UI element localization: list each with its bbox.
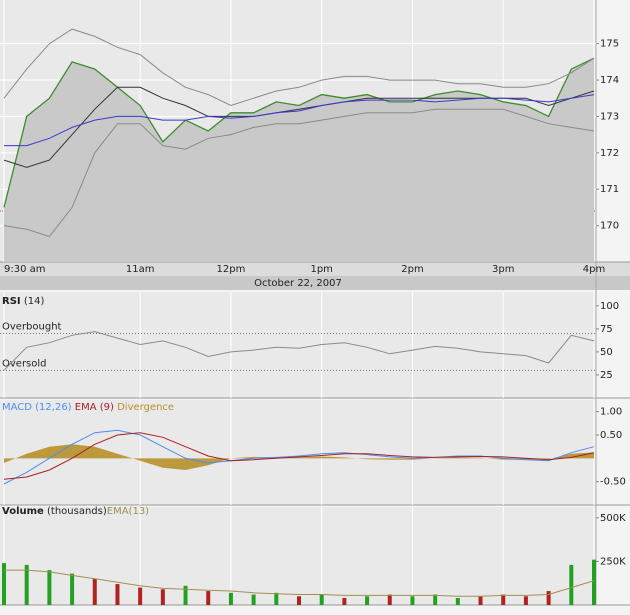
volume-bar xyxy=(228,592,233,605)
y-tick-label: 172 xyxy=(600,148,619,159)
volume-title-main: Volume xyxy=(2,506,44,517)
volume-bar xyxy=(478,596,483,605)
volume-bar xyxy=(433,594,438,605)
x-tick-label: 2pm xyxy=(401,264,423,275)
y-tick-label: 50 xyxy=(600,347,613,358)
volume-bar xyxy=(115,584,120,605)
area-fill xyxy=(4,444,594,470)
volume-bar xyxy=(387,594,392,605)
volume-bar xyxy=(274,592,279,605)
price-line xyxy=(3,57,595,208)
y-tick-label: 1.00 xyxy=(600,407,622,418)
series-line xyxy=(3,331,595,371)
volume-bar xyxy=(183,585,188,605)
rsi-title-main: RSI xyxy=(2,296,21,307)
plot-area xyxy=(0,292,596,398)
date-strip xyxy=(0,276,630,290)
band-line xyxy=(3,108,595,238)
volume-bar xyxy=(24,564,29,605)
volume-bar xyxy=(410,596,415,605)
time-axis-strip xyxy=(0,262,630,276)
x-tick-label: 9:30 am xyxy=(4,264,46,275)
volume-bar xyxy=(297,596,301,605)
volume-bar xyxy=(138,587,143,605)
x-tick-label: 4pm xyxy=(583,264,605,275)
volume-bar xyxy=(546,591,551,605)
level-label: Overbought xyxy=(2,321,62,332)
volume-bar xyxy=(2,563,6,605)
y-tick-label: 75 xyxy=(600,324,613,335)
y-tick-label: 500K xyxy=(600,513,626,524)
rsi-title: RSI (14) xyxy=(2,296,44,307)
volume-bar xyxy=(251,594,256,605)
series-line xyxy=(3,429,595,485)
y-tick-label: 250K xyxy=(600,556,626,567)
rsi-title-note: (14) xyxy=(24,296,45,307)
x-tick-label: 12pm xyxy=(217,264,246,275)
legend-entry: EMA(13) xyxy=(107,506,149,517)
legend-entry: EMA (9) xyxy=(75,402,114,413)
y-tick-label: 0.50 xyxy=(600,430,622,441)
y-tick-label: 174 xyxy=(600,75,619,86)
macd-legend: MACD (12,26) EMA (9) Divergence xyxy=(2,402,174,413)
volume-bar xyxy=(455,598,460,605)
volume-title-note: (thousands) xyxy=(47,506,107,517)
series-line xyxy=(4,94,595,147)
x-tick-label: 1pm xyxy=(310,264,332,275)
volume-bar xyxy=(92,578,97,605)
volume-bar xyxy=(592,559,596,605)
volume-bar xyxy=(501,594,506,605)
plot-area xyxy=(0,507,596,605)
volume-bar xyxy=(523,596,528,605)
band-line xyxy=(3,28,595,107)
x-axis-label: October 22, 2007 xyxy=(254,278,342,289)
volume-bar xyxy=(365,596,370,605)
y-tick-label: 170 xyxy=(600,221,619,232)
legend-entry: Divergence xyxy=(117,402,174,413)
volume-bar xyxy=(160,589,165,605)
volume-bar xyxy=(342,598,347,605)
y-tick-label: -0.50 xyxy=(600,477,626,488)
series-line xyxy=(4,569,595,597)
volume-bar xyxy=(569,564,574,605)
legend-entry: MACD (12,26) xyxy=(2,402,72,413)
x-tick-label: 11am xyxy=(126,264,155,275)
level-label: Oversold xyxy=(2,358,47,369)
y-tick-label: 173 xyxy=(600,111,619,122)
y-tick-label: 175 xyxy=(600,39,619,50)
volume-bar xyxy=(206,591,211,605)
y-tick-label: 25 xyxy=(600,370,613,381)
y-tick-label: 100 xyxy=(600,301,619,312)
volume-bar xyxy=(319,594,324,605)
volume-bar xyxy=(47,570,52,605)
volume-title: Volume (thousands)EMA(13) xyxy=(2,506,149,517)
x-tick-label: 3pm xyxy=(492,264,514,275)
y-tick-label: 171 xyxy=(600,184,619,195)
volume-bar xyxy=(70,573,75,605)
series-line xyxy=(3,432,595,480)
